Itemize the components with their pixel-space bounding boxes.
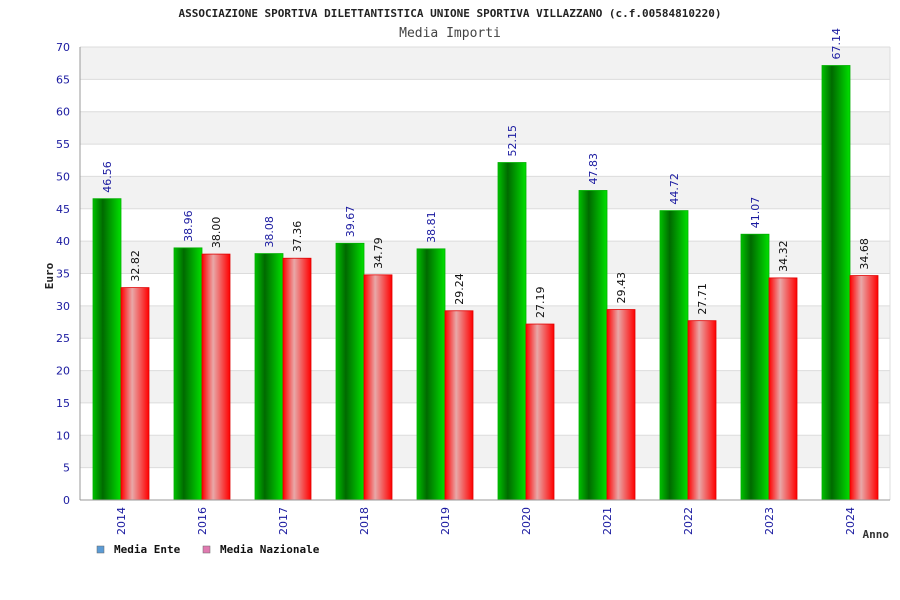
x-tick-label: 2019 — [439, 507, 452, 535]
y-tick-label: 20 — [56, 365, 70, 378]
y-tick-label: 60 — [56, 106, 70, 119]
bar-value-label: 44.72 — [668, 173, 681, 205]
y-tick-label: 35 — [56, 268, 70, 281]
bar-value-label: 34.32 — [777, 240, 790, 272]
y-tick-label: 30 — [56, 300, 70, 313]
x-tick-label: 2018 — [358, 507, 371, 535]
bar-value-label: 47.83 — [587, 153, 600, 185]
bar-value-label: 29.43 — [615, 272, 628, 304]
bar-value-label: 38.96 — [182, 210, 195, 242]
bar-value-label: 27.71 — [696, 283, 709, 315]
y-tick-label: 65 — [56, 73, 70, 86]
x-tick-label: 2020 — [520, 507, 533, 535]
bar-media-ente — [821, 65, 851, 501]
bar-value-label: 34.68 — [858, 238, 871, 270]
y-tick-label: 10 — [56, 429, 70, 442]
y-tick-label: 40 — [56, 235, 70, 248]
plot-band — [80, 47, 890, 80]
bar-media-nazionale — [525, 323, 555, 501]
y-tick-label: 50 — [56, 170, 70, 183]
x-tick-label: 2021 — [601, 507, 614, 535]
y-axis-ticks: 0 5 10 15 20 25 30 35 40 45 50 55 60 65 70 — [56, 41, 70, 507]
x-axis-ticks: 2014 2016 2017 2018 2019 2020 2021 2022 2023 2024 — [115, 507, 857, 535]
bar-labels: 46.56 32.82 38.96 38.00 38.08 37.36 39.67 34.79… — [101, 28, 871, 318]
plot-band — [80, 176, 890, 209]
bar-value-label: 29.24 — [453, 273, 466, 305]
bar-media-nazionale — [282, 257, 312, 501]
legend-swatch-media-nazionale — [202, 545, 211, 554]
bar-media-ente — [578, 190, 608, 501]
bar-media-ente — [254, 253, 284, 501]
bar-media-ente — [416, 248, 446, 501]
y-tick-label: 25 — [56, 332, 70, 345]
plot-band — [80, 144, 890, 177]
bar-media-ente — [92, 198, 122, 501]
x-tick-label: 2023 — [763, 507, 776, 535]
bar-value-label: 46.56 — [101, 161, 114, 193]
bar-media-ente — [173, 247, 203, 501]
bar-media-nazionale — [606, 309, 636, 501]
y-tick-label: 45 — [56, 203, 70, 216]
bar-value-label: 39.67 — [344, 206, 357, 238]
x-axis-label: Anno — [863, 528, 890, 541]
bar-value-label: 41.07 — [749, 197, 762, 229]
bar-value-label: 38.81 — [425, 211, 438, 243]
legend-swatch-media-ente — [96, 545, 105, 554]
bar-media-ente — [497, 162, 527, 501]
bar-media-nazionale — [849, 275, 879, 501]
chart-title: ASSOCIAZIONE SPORTIVA DILETTANTISTICA UN… — [178, 7, 721, 20]
bar-value-label: 27.19 — [534, 287, 547, 319]
bar-value-label: 34.79 — [372, 237, 385, 269]
y-axis-label: Euro — [43, 262, 56, 289]
y-tick-label: 15 — [56, 397, 70, 410]
y-tick-label: 70 — [56, 41, 70, 54]
x-tick-label: 2024 — [844, 507, 857, 535]
x-tick-label: 2016 — [196, 507, 209, 535]
plot-band — [80, 79, 890, 112]
bar-media-nazionale — [363, 274, 393, 501]
plot-band — [80, 111, 890, 145]
bar-media-nazionale — [120, 287, 150, 501]
bar-value-label: 67.14 — [830, 28, 843, 60]
legend-label-media-nazionale: Media Nazionale — [220, 543, 320, 556]
bar-value-label: 52.15 — [506, 125, 519, 157]
bar-value-label: 38.00 — [210, 217, 223, 249]
legend: Media Ente Media Nazionale — [96, 543, 320, 556]
x-tick-label: 2014 — [115, 507, 128, 535]
bar-media-ente — [335, 242, 365, 501]
bar-media-nazionale — [768, 277, 798, 501]
chart-subtitle: Media Importi — [399, 26, 501, 41]
y-tick-label: 0 — [63, 494, 70, 507]
x-tick-label: 2022 — [682, 507, 695, 535]
bar-media-nazionale — [687, 320, 717, 501]
bar-media-ente — [659, 210, 689, 501]
y-tick-label: 5 — [63, 462, 70, 475]
bar-value-label: 37.36 — [291, 221, 304, 253]
bar-media-nazionale — [201, 253, 231, 501]
x-tick-label: 2017 — [277, 507, 290, 535]
y-tick-label: 55 — [56, 138, 70, 151]
bar-media-nazionale — [444, 310, 474, 501]
legend-label-media-ente: Media Ente — [114, 543, 181, 556]
bar-value-label: 38.08 — [263, 216, 276, 248]
bar-value-label: 32.82 — [129, 250, 142, 282]
bars — [92, 65, 879, 501]
bar-media-ente — [740, 233, 770, 501]
